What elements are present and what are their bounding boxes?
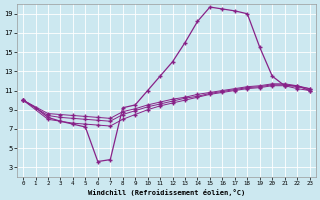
X-axis label: Windchill (Refroidissement éolien,°C): Windchill (Refroidissement éolien,°C) [88,189,245,196]
